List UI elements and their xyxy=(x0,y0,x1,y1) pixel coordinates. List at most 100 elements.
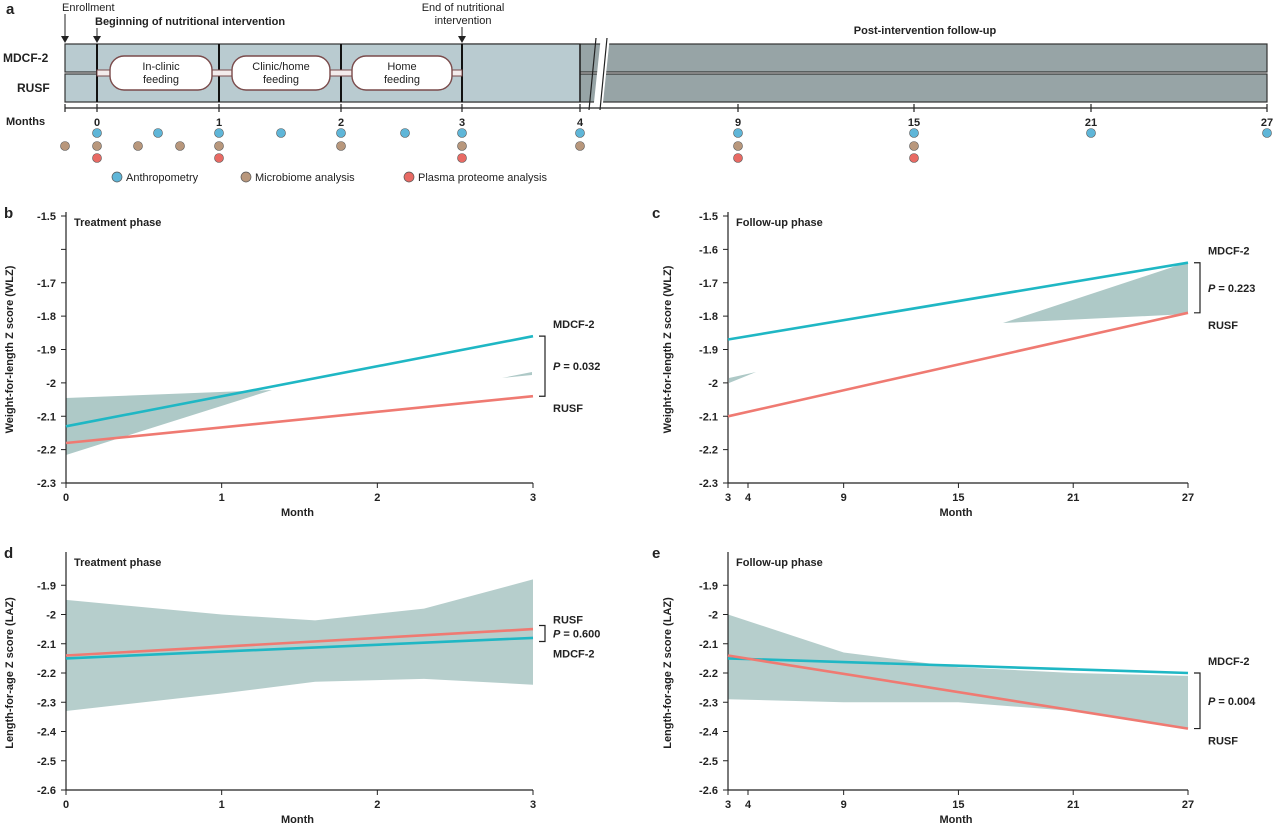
month-tick-label: 9 xyxy=(735,117,741,129)
microbiome-dot xyxy=(336,141,346,151)
y-axis-label: Length-for-age Z score (LAZ) xyxy=(4,597,16,749)
significance-bracket xyxy=(1194,672,1201,730)
series-line-mdcf-2 xyxy=(727,261,1189,341)
confidence-band xyxy=(66,390,272,455)
panel-letter-d: d xyxy=(4,545,13,562)
panel-letter-e: e xyxy=(652,545,660,562)
y-tick-label: -1.5 xyxy=(37,211,56,223)
series-line-rusf xyxy=(65,627,534,657)
panel-title: Treatment phase xyxy=(74,557,161,569)
month-tick-label: 21 xyxy=(1085,117,1097,129)
enrollment-label: Enrollment xyxy=(62,2,115,14)
anthropometry-dot xyxy=(92,128,102,138)
x-tick-label: 3 xyxy=(725,799,731,811)
row-label-rusf: RUSF xyxy=(17,81,50,95)
phase-box-inclinic xyxy=(109,55,213,91)
y-tick-label: -2.2 xyxy=(37,445,56,457)
chart-panel-d: d -1.9 -2 -2.1 -2.2 -2.3 -2.4 -2.5 -2.6 0 1 2 3 Month… xyxy=(4,545,600,826)
y-tick-label: -2.5 xyxy=(37,756,56,768)
x-tick-label: 3 xyxy=(530,799,536,811)
y-tick-label: -2.5 xyxy=(699,756,718,768)
series-end-label: RUSF xyxy=(1208,736,1238,748)
anthropometry-dot xyxy=(909,128,919,138)
legend-label-anthropometry: Anthropometry xyxy=(126,172,199,184)
y-tick-label: -1.9 xyxy=(37,580,56,592)
microbiome-dot xyxy=(214,141,224,151)
y-tick-label: -1.9 xyxy=(699,345,718,357)
anthropometry-dot xyxy=(1262,128,1272,138)
anthropometry-dot xyxy=(400,128,410,138)
confidence-band xyxy=(1003,262,1188,323)
phase-label-1b: feeding xyxy=(143,74,179,86)
confidence-band xyxy=(66,579,533,711)
month-tick-label: 3 xyxy=(459,117,465,129)
series-line-mdcf-2 xyxy=(65,636,534,660)
proteome-dot xyxy=(92,153,102,163)
x-tick-label: 15 xyxy=(952,492,964,504)
legend-dot-proteome xyxy=(403,171,415,183)
mdcf-followup-bar xyxy=(461,43,1268,73)
x-tick-label: 21 xyxy=(1067,799,1079,811)
series-end-label: MDCF-2 xyxy=(1208,246,1250,258)
chart-panel-e: e -1.9 -2 -2.1 -2.2 -2.3 -2.4 -2.5 -2.6 3 4 9 15 21 27… xyxy=(652,545,1256,826)
y-tick-label: -2.2 xyxy=(699,445,718,457)
y-axis-label: Weight-for-length Z score (WLZ) xyxy=(4,265,16,433)
legend-label-proteome: Plasma proteome analysis xyxy=(418,172,548,184)
panel-title: Treatment phase xyxy=(74,217,161,229)
microbiome-dot xyxy=(175,141,185,151)
y-tick-label: -2.3 xyxy=(699,478,718,490)
month-tick-label: 0 xyxy=(94,117,100,129)
y-tick-label: -1.5 xyxy=(699,211,718,223)
x-axis-label: Month xyxy=(940,507,973,519)
p-value-annotation: P = 0.032 xyxy=(553,361,600,373)
row-label-mdcf: MDCF-2 xyxy=(3,51,49,65)
proteome-dot xyxy=(909,153,919,163)
series-line-rusf xyxy=(727,311,1189,418)
microbiome-dot xyxy=(457,141,467,151)
x-axis-label: Month xyxy=(281,814,314,826)
beginning-label: Beginning of nutritional intervention xyxy=(95,16,285,28)
y-axis-label: Weight-for-length Z score (WLZ) xyxy=(662,265,674,433)
month3-4-segment xyxy=(461,43,581,103)
y-tick-label: -2 xyxy=(708,378,718,390)
microbiome-dot xyxy=(92,141,102,151)
end-label-line2: intervention xyxy=(435,15,492,27)
phase-box-home xyxy=(351,55,453,91)
y-tick-label: -2.6 xyxy=(699,785,718,797)
proteome-dot xyxy=(733,153,743,163)
p-value-annotation: P = 0.223 xyxy=(1208,283,1255,295)
anthropometry-dot xyxy=(276,128,286,138)
confidence-band xyxy=(728,614,1188,729)
y-tick-label: -2.1 xyxy=(37,639,56,651)
anthropometry-dot xyxy=(457,128,467,138)
x-axis-label: Month xyxy=(281,507,314,519)
axis-break-line-right xyxy=(599,37,608,111)
microbiome-dot xyxy=(133,141,143,151)
x-tick-label: 0 xyxy=(63,799,69,811)
followup-label: Post-intervention follow-up xyxy=(854,25,997,37)
y-tick-label: -2.2 xyxy=(37,668,56,680)
timeline-legend: Anthropometry Microbiome analysis Plasma… xyxy=(111,171,548,184)
series-line-rusf xyxy=(727,654,1189,730)
anthropometry-dot xyxy=(733,128,743,138)
x-tick-label: 27 xyxy=(1182,799,1194,811)
x-tick-label: 9 xyxy=(841,492,847,504)
rusf-followup-bar xyxy=(461,73,1268,103)
phase-label-2a: Clinic/home xyxy=(252,61,309,73)
panel-letter-c: c xyxy=(652,205,660,222)
y-tick-label: -2.2 xyxy=(699,668,718,680)
microbiome-dot xyxy=(909,141,919,151)
microbiome-dot xyxy=(60,141,70,151)
x-tick-label: 0 xyxy=(63,492,69,504)
x-tick-label: 15 xyxy=(952,799,964,811)
y-tick-label: -2.1 xyxy=(699,411,718,423)
series-end-label: RUSF xyxy=(1208,320,1238,332)
y-tick-label: -2.4 xyxy=(699,727,719,739)
series-end-label: RUSF xyxy=(553,403,583,415)
month-tick-label: 27 xyxy=(1261,117,1273,129)
anthropometry-dot xyxy=(336,128,346,138)
y-tick-label: -2.3 xyxy=(699,697,718,709)
y-tick-label: -1.8 xyxy=(37,311,56,323)
y-tick-label: -1.7 xyxy=(699,278,718,290)
y-axis-label: Length-for-age Z score (LAZ) xyxy=(662,597,674,749)
